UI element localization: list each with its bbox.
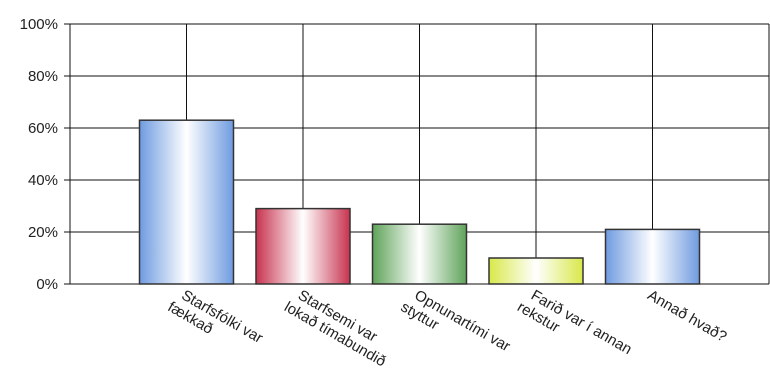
x-tick-label: Farið var í annanrekstur [514,284,634,373]
bar [371,223,468,285]
bar [255,207,351,285]
y-tick-label: 100% [20,16,58,33]
y-tick-label: 40% [28,172,58,189]
x-tick-label: Starfsemi varlokað tímabundið [281,284,397,371]
y-tick-label: 0% [36,276,58,293]
y-tick-label: 20% [28,224,58,241]
y-tick-label: 80% [28,68,58,85]
bar [138,119,235,285]
x-tick-label: Opnunartími varstyttur [398,284,513,370]
bar [604,228,701,285]
y-tick-label: 60% [28,120,58,137]
x-tick-label: Annað hvað? [645,287,730,346]
bar [488,257,584,285]
x-tick-label: Starfsfólki varfækkað [165,284,266,362]
